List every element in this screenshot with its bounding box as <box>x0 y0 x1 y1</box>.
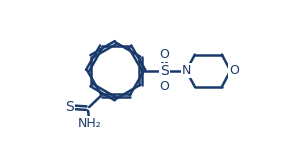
Text: O: O <box>229 64 239 77</box>
Text: N: N <box>181 64 191 77</box>
Text: O: O <box>159 80 169 93</box>
Text: S: S <box>65 100 74 114</box>
Text: S: S <box>160 64 168 78</box>
Text: O: O <box>159 48 169 61</box>
Text: NH₂: NH₂ <box>77 117 101 130</box>
